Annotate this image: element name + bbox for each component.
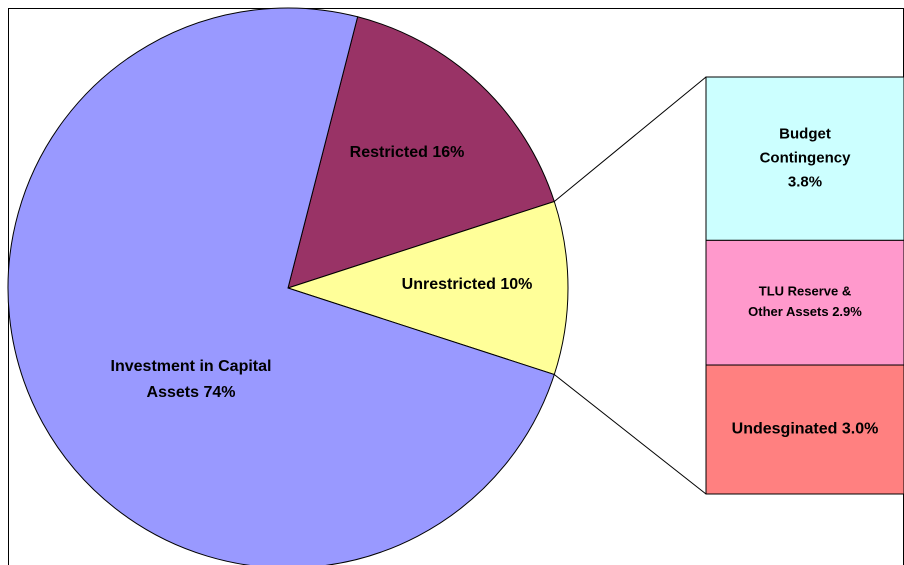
connector-line (553, 374, 707, 495)
data-label: Unrestricted 10% (402, 276, 533, 293)
data-label: Investment in Capital Assets 74% (111, 358, 272, 401)
data-label: Budget Contingency 3.8% (760, 126, 851, 191)
data-label: Undesginated 3.0% (732, 421, 879, 438)
bar-segment (705, 239, 904, 366)
data-label: Restricted 16% (350, 144, 465, 161)
data-label: TLU Reserve & Other Assets 2.9% (748, 284, 862, 320)
pie-slice (286, 200, 569, 376)
bar-segment (705, 76, 904, 241)
pie-slice (7, 7, 555, 565)
bar-segment (705, 364, 904, 495)
connector-line (553, 76, 707, 202)
pie-slice (287, 16, 555, 289)
